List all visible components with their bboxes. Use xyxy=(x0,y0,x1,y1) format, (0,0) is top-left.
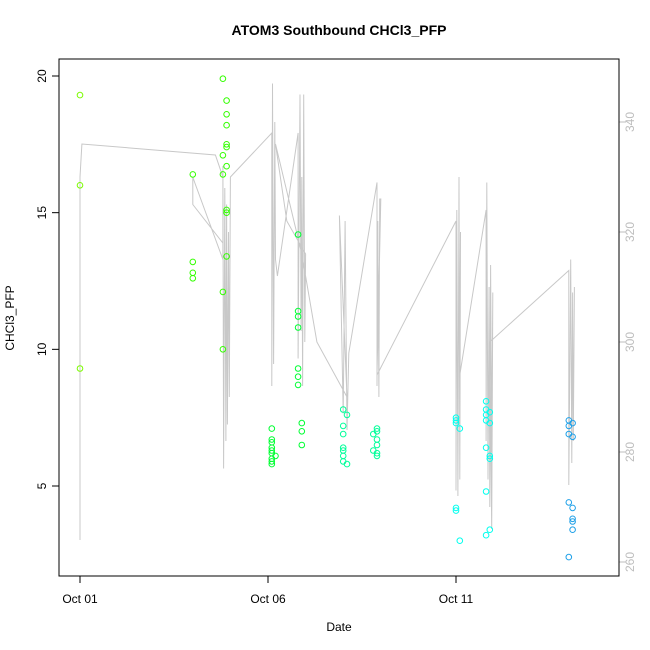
data-point xyxy=(223,162,230,170)
points-layer xyxy=(76,75,576,561)
y2-tick-label: 340 xyxy=(623,112,637,132)
data-point xyxy=(268,447,276,454)
data-point xyxy=(482,531,490,539)
x-tick-label: Oct 06 xyxy=(250,592,286,606)
data-point xyxy=(569,433,576,441)
data-point xyxy=(456,425,464,432)
data-point xyxy=(565,499,573,506)
data-point xyxy=(482,488,490,495)
data-point xyxy=(294,365,302,372)
data-point xyxy=(76,365,84,372)
secondary-series-line xyxy=(79,83,575,540)
chart-title: ATOM3 Southbound CHCl3_PFP xyxy=(232,22,447,38)
data-point xyxy=(189,171,197,178)
y2-tick-label: 320 xyxy=(623,222,637,242)
y2-tick-label: 260 xyxy=(623,552,637,572)
data-point xyxy=(223,209,230,216)
data-point xyxy=(219,171,227,178)
data-point xyxy=(223,143,230,151)
secondary-line-layer xyxy=(79,83,575,540)
data-point xyxy=(569,518,576,525)
data-point xyxy=(373,452,381,460)
x-tick-label: Oct 01 xyxy=(62,592,98,606)
data-point xyxy=(569,515,576,523)
data-point xyxy=(189,258,197,266)
data-point xyxy=(452,417,460,424)
data-point xyxy=(569,504,576,512)
data-point xyxy=(294,313,302,320)
x-axis-label: Date xyxy=(326,620,352,634)
data-point xyxy=(373,441,381,449)
data-point xyxy=(294,324,302,331)
data-point xyxy=(223,121,230,129)
data-point xyxy=(268,458,276,465)
data-point xyxy=(486,419,494,427)
data-point xyxy=(486,455,494,463)
data-point xyxy=(219,75,227,82)
y-tick-label: 20 xyxy=(35,69,49,83)
data-point xyxy=(370,430,377,438)
data-point xyxy=(339,430,347,438)
y-tick-label: 10 xyxy=(35,342,49,356)
data-point xyxy=(294,381,302,389)
data-point xyxy=(343,411,351,419)
data-point xyxy=(565,553,573,561)
data-point xyxy=(223,97,230,104)
data-point xyxy=(339,444,347,452)
data-point xyxy=(452,419,460,427)
data-point xyxy=(298,441,306,449)
data-point xyxy=(268,460,276,468)
y-axis: 5 10 15 20 xyxy=(35,69,59,489)
data-point xyxy=(76,182,84,189)
data-point xyxy=(373,449,381,457)
y-tick-label: 15 xyxy=(35,206,49,220)
data-point xyxy=(373,425,381,432)
data-point xyxy=(223,253,230,260)
data-point xyxy=(189,275,197,282)
data-point xyxy=(223,206,230,214)
data-point xyxy=(223,141,230,148)
data-point xyxy=(486,452,494,460)
y2-tick-label: 280 xyxy=(623,442,637,462)
data-point xyxy=(298,428,306,435)
data-point xyxy=(452,507,460,514)
data-point xyxy=(298,419,306,427)
data-point xyxy=(268,425,276,432)
y2-tick-label: 300 xyxy=(623,332,637,352)
data-point xyxy=(339,422,347,430)
data-point xyxy=(76,91,84,99)
data-point xyxy=(482,444,490,452)
data-point xyxy=(223,111,230,118)
data-point xyxy=(343,460,351,468)
data-point xyxy=(565,422,573,430)
data-point xyxy=(339,406,347,413)
data-point xyxy=(482,398,490,405)
data-point xyxy=(219,346,227,353)
x-tick-label: Oct 11 xyxy=(439,592,474,606)
data-point xyxy=(268,436,276,443)
data-point xyxy=(219,288,227,296)
secondary-y-axis: 260 280 300 320 340 xyxy=(619,112,637,572)
data-point xyxy=(452,504,460,512)
data-point xyxy=(219,152,227,159)
data-point xyxy=(569,526,576,534)
data-point xyxy=(456,537,464,545)
data-point xyxy=(294,231,302,238)
y-tick-label: 5 xyxy=(35,482,49,489)
plot-frame xyxy=(58,58,620,577)
data-point xyxy=(294,373,302,381)
y-axis-label: CHCl3_PFP xyxy=(3,285,17,350)
data-point xyxy=(486,526,494,534)
